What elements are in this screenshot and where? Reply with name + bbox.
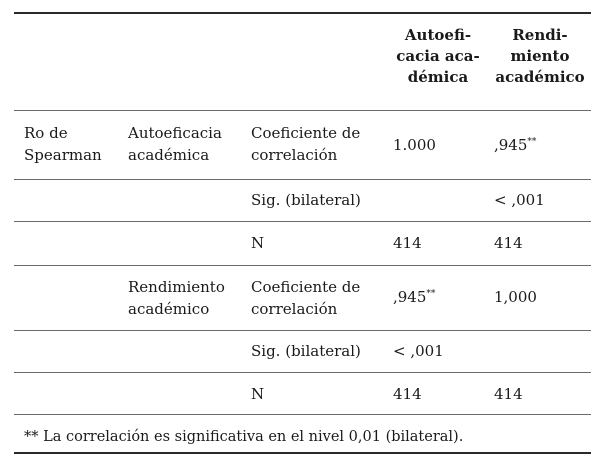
group-label: Ro de Spearman <box>24 122 102 166</box>
row1-stat: Coeficiente de correlación <box>251 122 360 166</box>
row1-variable-line-2: académica <box>128 146 210 164</box>
row4-value-2-text: 1,000 <box>494 288 537 306</box>
header-rendimiento: Rendi- miento académico <box>490 25 590 88</box>
row1-value-2-sig-mark: ** <box>527 137 537 147</box>
row5-stat-text: Sig. (bilateral) <box>251 342 361 360</box>
row-rule-3 <box>14 265 591 266</box>
row5-value-1-text: < ,001 <box>393 342 444 360</box>
header-autoeficacia: Autoefi- cacia aca- démica <box>390 25 486 88</box>
group-label-line-2: Spearman <box>24 146 102 164</box>
header-rule <box>14 110 591 111</box>
correlation-table: Autoefi- cacia aca- démica Rendi- miento… <box>14 0 591 461</box>
row1-stat-line-2: correlación <box>251 146 338 164</box>
row4-stat-line-2: correlación <box>251 300 338 318</box>
row2-value-2-text: < ,001 <box>494 191 545 209</box>
row4-stat-line-1: Coeficiente de <box>251 278 361 296</box>
header-autoeficacia-line-3: démica <box>407 68 469 86</box>
row6-value-2-text: 414 <box>494 385 523 403</box>
footnote: ** La correlación es significativa en el… <box>24 429 464 445</box>
header-rendimiento-line-1: Rendi- <box>512 26 568 44</box>
header-autoeficacia-line-1: Autoefi- <box>404 26 472 44</box>
row2-stat-text: Sig. (bilateral) <box>251 191 361 209</box>
row6-value-1: 414 <box>393 383 422 405</box>
header-rendimiento-line-2: miento <box>510 47 570 65</box>
row1-variable: Autoeficacia académica <box>128 122 222 166</box>
header-autoeficacia-line-2: cacia aca- <box>396 47 480 65</box>
row4-variable-line-2: académico <box>128 300 210 318</box>
row6-value-1-text: 414 <box>393 385 422 403</box>
row1-stat-line-1: Coeficiente de <box>251 124 361 142</box>
row4-value-2: 1,000 <box>494 286 537 308</box>
row1-value-2-text: ,945 <box>494 136 528 154</box>
row4-value-1-text: ,945 <box>393 288 427 306</box>
row2-stat: Sig. (bilateral) <box>251 189 361 211</box>
row6-stat-text: N <box>251 385 265 403</box>
row4-variable-line-1: Rendimiento <box>128 278 225 296</box>
row-rule-5 <box>14 372 591 373</box>
bottom-rule <box>14 452 591 454</box>
row4-stat: Coeficiente de correlación <box>251 276 360 320</box>
row2-value-2: < ,001 <box>494 189 545 211</box>
row6-stat: N <box>251 383 264 405</box>
row5-stat: Sig. (bilateral) <box>251 340 361 362</box>
row1-variable-line-1: Autoeficacia <box>128 124 222 142</box>
row1-value-1: 1.000 <box>393 134 436 156</box>
row3-value-1: 414 <box>393 232 422 254</box>
header-rendimiento-line-3: académico <box>495 68 585 86</box>
row4-value-1-sig-mark: ** <box>426 289 436 299</box>
row-rule-1 <box>14 179 591 180</box>
row5-value-1: < ,001 <box>393 340 444 362</box>
row6-value-2: 414 <box>494 383 523 405</box>
row3-stat: N <box>251 232 264 254</box>
row3-value-2: 414 <box>494 232 523 254</box>
footnote-rule <box>14 414 591 415</box>
group-label-line-1: Ro de <box>24 124 68 142</box>
row3-value-1-text: 414 <box>393 234 422 252</box>
row4-value-1: ,945** <box>393 286 435 308</box>
row1-value-1-text: 1.000 <box>393 136 436 154</box>
row3-value-2-text: 414 <box>494 234 523 252</box>
row-rule-2 <box>14 221 591 222</box>
row-rule-4 <box>14 330 591 331</box>
row1-value-2: ,945** <box>494 134 536 156</box>
row4-variable: Rendimiento académico <box>128 276 225 320</box>
top-rule <box>14 12 591 14</box>
row3-stat-text: N <box>251 234 265 252</box>
